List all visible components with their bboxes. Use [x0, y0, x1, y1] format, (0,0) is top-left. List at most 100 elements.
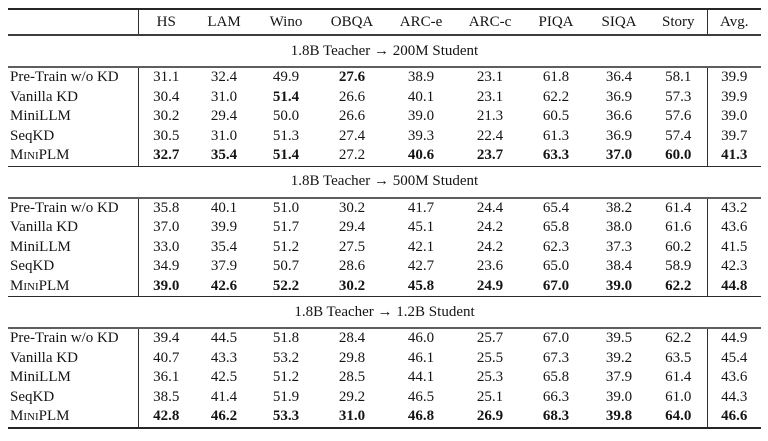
- cell-HS: 36.1: [137, 368, 194, 388]
- cell-ARC-c: 24.4: [476, 199, 504, 216]
- cell-SIQA: 38.0: [605, 219, 633, 236]
- cell-OBQA: 27.2: [338, 147, 366, 164]
- cell-OBQA: 30.2: [338, 199, 366, 216]
- cell-OBQA: 28.6: [338, 258, 366, 275]
- cell-HS: 38.5: [137, 387, 194, 407]
- cell-Wino: 52.2: [272, 277, 300, 294]
- cell-Story: 61.4: [665, 369, 692, 386]
- row-label: MiniLLM: [10, 369, 71, 386]
- cell-ARC-e: 41.7: [407, 199, 435, 216]
- cell-OBQA: 27.4: [338, 127, 366, 144]
- cell-Story: 61.6: [665, 219, 692, 236]
- cell-LAM: 31.0: [210, 127, 238, 144]
- cell-ARC-c: 25.3: [476, 369, 504, 386]
- column-header-obqa: OBQA: [330, 13, 374, 30]
- cell-HS: 40.7: [137, 348, 194, 368]
- table-row: SeqKD 30.5 31.0 51.3 27.4 39.3 22.4 61.3 36.9 57.…: [8, 126, 761, 146]
- cell-PIQA: 65.8: [542, 369, 570, 386]
- row-label: Pre-Train w/o KD: [10, 69, 119, 86]
- cell-Avg.: 44.3: [706, 387, 761, 407]
- cell-LAM: 32.4: [210, 69, 238, 86]
- cell-SIQA: 37.9: [605, 369, 633, 386]
- cell-SIQA: 38.2: [605, 199, 633, 216]
- cell-Story: 60.0: [665, 147, 692, 164]
- cell-LAM: 40.1: [210, 199, 238, 216]
- cell-SIQA: 39.2: [605, 349, 633, 366]
- cell-PIQA: 62.2: [542, 88, 570, 105]
- row-label: Vanilla KD: [10, 219, 78, 236]
- cell-Wino: 50.7: [272, 258, 300, 275]
- cell-SIQA: 39.5: [605, 330, 633, 347]
- cell-HS: 37.0: [137, 218, 194, 238]
- cell-SIQA: 39.8: [605, 408, 633, 425]
- cell-SIQA: 37.0: [605, 147, 633, 164]
- paper-table-figure: HS LAM Wino OBQA ARC-e ARC-c PIQA SIQA S…: [8, 8, 761, 429]
- column-header-hs: HS: [137, 9, 194, 35]
- cell-Wino: 49.9: [272, 69, 300, 86]
- cell-HS: 34.9: [137, 257, 194, 277]
- cell-Wino: 51.8: [272, 330, 300, 347]
- cell-HS: 30.2: [137, 107, 194, 127]
- cell-SIQA: 37.3: [605, 238, 633, 255]
- cell-Story: 58.9: [665, 258, 692, 275]
- cell-OBQA: 29.2: [338, 388, 366, 405]
- cell-Avg.: 42.3: [706, 257, 761, 277]
- section-title: 1.8B Teacher → 1.2B Student: [8, 296, 761, 329]
- cell-SIQA: 36.4: [605, 69, 633, 86]
- column-header-arc-e: ARC-e: [399, 13, 443, 30]
- row-label: MiniPLM: [10, 408, 70, 425]
- cell-PIQA: 67.3: [542, 349, 570, 366]
- cell-ARC-c: 24.9: [476, 277, 504, 294]
- cell-HS: 39.4: [137, 328, 194, 349]
- cell-Avg.: 43.6: [706, 368, 761, 388]
- cell-Avg.: 39.0: [706, 107, 761, 127]
- cell-Avg.: 41.3: [706, 146, 761, 166]
- cell-ARC-c: 25.5: [476, 349, 504, 366]
- cell-Wino: 51.3: [272, 127, 300, 144]
- cell-ARC-e: 45.8: [407, 277, 435, 294]
- cell-PIQA: 65.8: [542, 219, 570, 236]
- cell-ARC-c: 22.4: [476, 127, 504, 144]
- cell-ARC-c: 24.2: [476, 238, 504, 255]
- header-empty-corner: [8, 9, 138, 35]
- cell-Wino: 51.7: [272, 219, 300, 236]
- cell-OBQA: 26.6: [338, 88, 366, 105]
- row-label: Pre-Train w/o KD: [10, 199, 119, 216]
- cell-Story: 62.2: [665, 277, 692, 294]
- cell-Story: 60.2: [665, 238, 692, 255]
- cell-ARC-e: 46.0: [407, 330, 435, 347]
- cell-PIQA: 61.3: [542, 127, 570, 144]
- cell-SIQA: 36.9: [605, 127, 633, 144]
- table-row: Pre-Train w/o KD 39.4 44.5 51.8 28.4 46.0 25.7…: [8, 328, 761, 349]
- table-row: MiniLLM 30.2 29.4 50.0 26.6 39.0 21.3 60.5 36.6 5…: [8, 107, 761, 127]
- cell-PIQA: 62.3: [542, 238, 570, 255]
- cell-Wino: 50.0: [272, 108, 300, 125]
- table-row: SeqKD 38.5 41.4 51.9 29.2 46.5 25.1 66.3 39.0 61.…: [8, 387, 761, 407]
- column-header-lam: LAM: [207, 13, 241, 30]
- cell-LAM: 29.4: [210, 108, 238, 125]
- column-header-piqa: PIQA: [538, 13, 574, 30]
- cell-ARC-c: 24.2: [476, 219, 504, 236]
- cell-OBQA: 30.2: [338, 277, 366, 294]
- cell-HS: 30.4: [137, 87, 194, 107]
- cell-LAM: 43.3: [210, 349, 238, 366]
- cell-Wino: 51.2: [272, 238, 300, 255]
- cell-Avg.: 44.9: [706, 328, 761, 349]
- table-row: MiniLLM 36.1 42.5 51.2 28.5 44.1 25.3 65.8 37.9 6…: [8, 368, 761, 388]
- cell-HS: 30.5: [137, 126, 194, 146]
- column-header-siqa: SIQA: [601, 13, 637, 30]
- section-title: 1.8B Teacher → 200M Student: [8, 34, 761, 68]
- cell-LAM: 39.9: [210, 219, 238, 236]
- cell-ARC-e: 46.5: [407, 388, 435, 405]
- cell-SIQA: 38.4: [605, 258, 633, 275]
- row-label: SeqKD: [10, 388, 55, 405]
- cell-PIQA: 67.0: [542, 277, 570, 294]
- cell-OBQA: 27.6: [338, 69, 366, 86]
- row-label: Vanilla KD: [10, 88, 78, 105]
- cell-ARC-c: 23.6: [476, 258, 504, 275]
- cell-PIQA: 61.8: [542, 69, 570, 86]
- cell-SIQA: 36.6: [605, 108, 633, 125]
- cell-SIQA: 36.9: [605, 88, 633, 105]
- row-label: Vanilla KD: [10, 349, 78, 366]
- table-row: MiniPLM 32.7 35.4 51.4 27.2 40.6 23.7 63.3 37.0 6…: [8, 146, 761, 166]
